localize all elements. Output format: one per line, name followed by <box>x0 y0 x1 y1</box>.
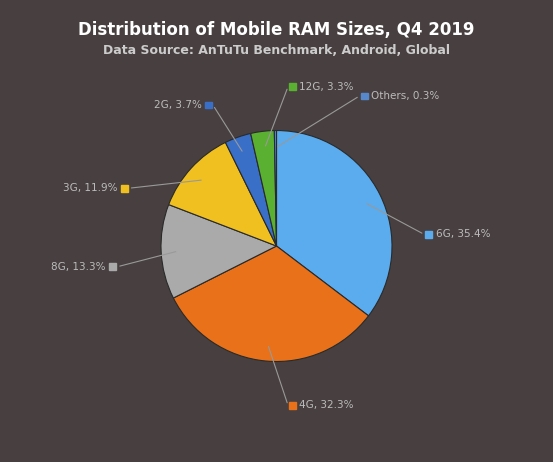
Text: Data Source: AnTuTu Benchmark, Android, Global: Data Source: AnTuTu Benchmark, Android, … <box>103 44 450 57</box>
Text: Distribution of Mobile RAM Sizes, Q4 2019: Distribution of Mobile RAM Sizes, Q4 201… <box>79 21 474 39</box>
Wedge shape <box>174 246 368 361</box>
Text: 2G, 3.7%: 2G, 3.7% <box>154 100 202 110</box>
Text: 6G, 35.4%: 6G, 35.4% <box>436 230 490 239</box>
Text: 3G, 11.9%: 3G, 11.9% <box>63 183 117 193</box>
Text: 4G, 32.3%: 4G, 32.3% <box>299 401 354 410</box>
Wedge shape <box>226 134 276 246</box>
Wedge shape <box>161 205 276 298</box>
Text: 8G, 13.3%: 8G, 13.3% <box>51 262 106 272</box>
Bar <box>121 185 128 192</box>
Wedge shape <box>251 131 276 246</box>
Text: Others, 0.3%: Others, 0.3% <box>371 91 439 101</box>
Wedge shape <box>169 142 276 246</box>
Text: 12G, 3.3%: 12G, 3.3% <box>299 82 354 91</box>
Bar <box>109 263 116 270</box>
Bar <box>289 402 296 409</box>
Bar <box>289 83 296 90</box>
Wedge shape <box>274 130 276 246</box>
Bar <box>205 102 212 109</box>
Wedge shape <box>276 130 392 316</box>
Bar <box>361 92 368 99</box>
Bar <box>425 231 432 238</box>
